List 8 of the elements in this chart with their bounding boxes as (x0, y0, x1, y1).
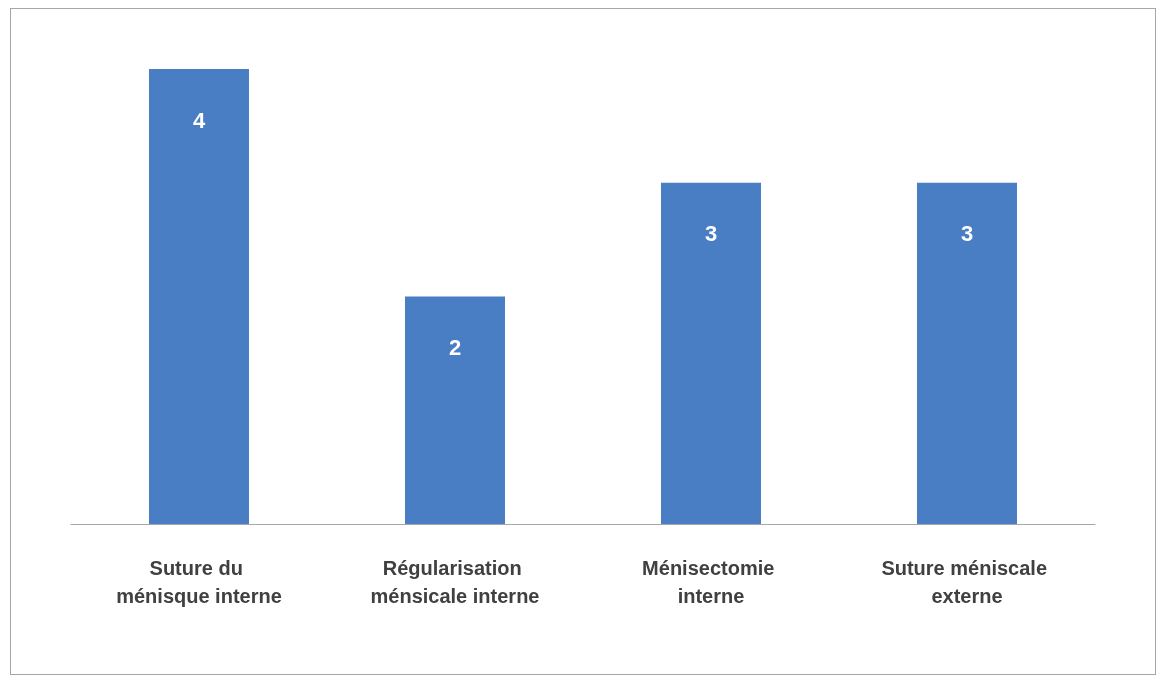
data-label: 3 (704, 221, 718, 247)
data-label: 2 (448, 335, 462, 360)
x-tick-label: Suture du ménisque interne (116, 557, 282, 607)
data-label: 3 (960, 221, 974, 247)
x-tick-label: Suture méniscale externe (881, 557, 1053, 607)
data-label: 4 (192, 107, 206, 133)
x-tick-label: Régularisation ménsicale interne (370, 557, 540, 607)
x-tick-label: Ménisectomie interne (642, 557, 780, 607)
